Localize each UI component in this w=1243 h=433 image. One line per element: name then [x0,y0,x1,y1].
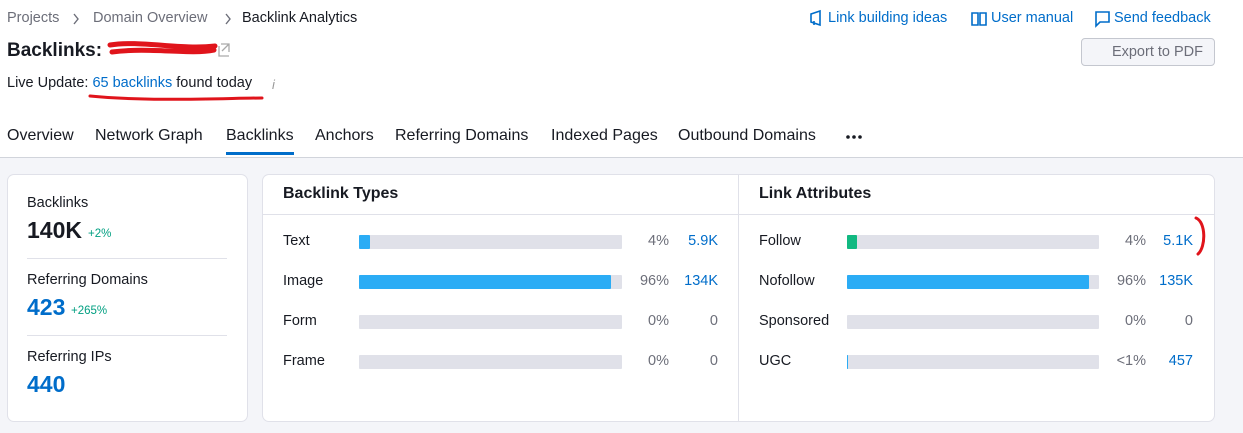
tab[interactable]: Indexed Pages [551,127,658,144]
count: 0 [709,353,718,369]
percent-label: 0% [1125,313,1146,329]
row-label: Form [283,313,317,329]
decor: i [73,9,1110,139]
bar-track [847,315,1099,329]
percent-label: <1% [1116,353,1146,369]
row-label: Nofollow [759,273,815,289]
breadcrumb[interactable]: Domain Overview [93,10,208,26]
scribble [88,94,264,101]
more [852,135,856,139]
tab[interactable]: Overview [7,127,74,144]
count: 0 [1184,313,1193,329]
row-label: Image [283,273,324,289]
export-label: Export to PDF [1111,44,1203,60]
percent-label: 96% [639,273,669,289]
row-label: Sponsored [759,313,830,329]
bar-track [359,355,622,369]
live-link[interactable]: 65 backlinks [92,75,173,91]
icon [218,43,230,57]
count[interactable]: 5.9K [688,233,718,249]
metric-change: +265% [71,305,108,317]
bar [847,235,858,249]
scribble [1194,216,1206,256]
more [846,135,850,139]
metric-value: 140K [27,217,82,243]
breadcrumb[interactable]: Projects [7,10,60,26]
row-label: Frame [283,353,325,369]
live-suffix: found today [176,75,253,91]
metric-label: Referring IPs [27,349,112,365]
header-link[interactable]: Link building ideas [828,10,948,26]
bar [847,275,1089,289]
bar [847,355,849,369]
header-link[interactable]: User manual [991,10,1074,26]
chevron [73,13,231,25]
tab[interactable]: Anchors [315,127,374,144]
bar-track [359,235,622,249]
bar [359,275,612,289]
percent-label: 4% [1125,233,1146,249]
more [858,135,862,139]
tab[interactable]: Outbound Domains [678,127,816,144]
bar-track [359,275,622,289]
divider [27,258,227,259]
panels-card [263,175,1214,421]
export-button[interactable]: Export to PDF [1081,38,1215,66]
percent-label: 0% [648,353,669,369]
metric-label: Backlinks [27,195,89,211]
row-label: UGC [759,353,792,369]
live-prefix: Live Update: [7,75,89,91]
panel-title: Link Attributes [759,185,872,202]
tab[interactable]: Referring Domains [395,127,529,144]
percent-label: 96% [1116,273,1146,289]
panel-title: Backlink Types [283,185,399,202]
metric-change: +2% [88,228,112,240]
bar-track [847,355,1099,369]
row-label: Text [283,233,310,249]
scribble [107,41,218,55]
row-label: Follow [759,233,801,249]
bar-track [847,275,1099,289]
header-link[interactable]: Send feedback [1114,10,1211,26]
percent-label: 0% [648,313,669,329]
count: 0 [709,313,718,329]
metric-label: Referring Domains [27,272,148,288]
info-icon: i [272,77,276,92]
bar-track [359,315,622,329]
tab[interactable]: Network Graph [95,127,203,144]
content [0,157,1243,433]
summary-card [8,175,247,421]
count[interactable]: 5.1K [1163,233,1193,249]
percent-label: 4% [648,233,669,249]
metric-value[interactable]: 440 [27,371,66,397]
count[interactable]: 457 [1168,353,1193,369]
tab[interactable]: Backlinks [226,127,294,155]
live-update: Live Update: 65 backlinks found today [7,75,252,91]
bar [359,235,370,249]
icon [1095,11,1110,28]
icon [971,12,987,26]
metric-value[interactable]: 423 [27,294,66,320]
divider [27,335,227,336]
page-title: Backlinks: [7,40,103,61]
bar-track [847,235,1099,249]
icon [810,9,821,27]
count[interactable]: 134K [684,273,718,289]
breadcrumb: Backlink Analytics [242,10,358,26]
count[interactable]: 135K [1159,273,1193,289]
